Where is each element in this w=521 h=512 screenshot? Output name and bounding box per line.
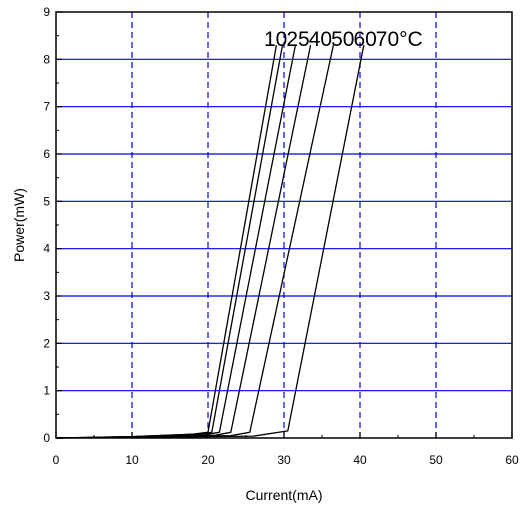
series-labels: 10 25 40 50 60 70 °C (264, 28, 423, 51)
series-label-70: 70 (376, 28, 399, 51)
series-line-10 (55, 44, 278, 439)
series-label-10: 10 (264, 28, 287, 51)
y-tick-label: 6 (43, 147, 50, 161)
y-tick-label: 2 (43, 336, 50, 350)
y-axis-title: Power(mW) (11, 188, 27, 262)
series-label-25: 25 (286, 28, 309, 51)
x-tick-label: 40 (353, 453, 367, 467)
y-tick-label: 9 (43, 5, 50, 19)
x-tick-label: 30 (277, 453, 291, 467)
series-line-60 (55, 44, 335, 439)
series-label-60: 60 (353, 28, 376, 51)
x-tick-label: 0 (53, 453, 60, 467)
x-tick-label: 60 (505, 453, 519, 467)
y-tick-label: 0 (43, 431, 50, 445)
series-line-50 (55, 44, 312, 439)
series-line-40 (55, 44, 297, 439)
y-tick-label: 8 (43, 52, 50, 66)
temperature-unit-label: °C (399, 28, 423, 51)
x-tick-label: 20 (201, 453, 215, 467)
x-tick-label: 10 (125, 453, 139, 467)
y-tick-label: 5 (43, 194, 50, 208)
series-line-70 (55, 44, 365, 439)
series-label-50: 50 (331, 28, 354, 51)
grid (56, 12, 512, 438)
y-tick-label: 1 (43, 384, 50, 398)
y-tick-label: 4 (43, 242, 50, 256)
series-line-25 (55, 44, 284, 439)
x-tick-label: 50 (429, 453, 443, 467)
y-tick-label: 7 (43, 100, 50, 114)
series-lines (55, 44, 365, 439)
x-axis-title: Current(mA) (245, 487, 322, 503)
series-label-40: 40 (309, 28, 332, 51)
y-tick-label: 3 (43, 289, 50, 303)
